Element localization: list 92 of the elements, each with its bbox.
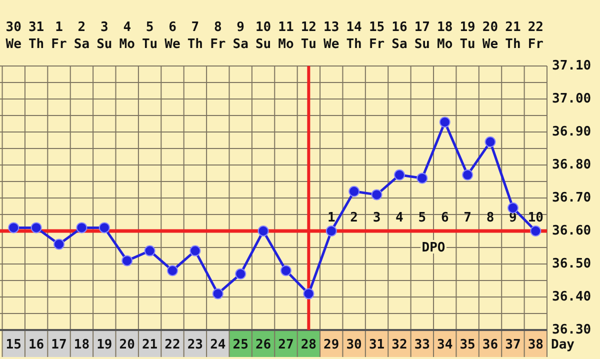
text: 13 We	[324, 20, 340, 52]
x-tick-label: 16	[28, 338, 44, 352]
x-tick-label: 36	[482, 338, 498, 352]
point	[371, 189, 382, 200]
text: 30 We	[6, 20, 22, 52]
x-tick-label: 35	[460, 338, 476, 352]
x-tick-label: 32	[392, 338, 408, 352]
point	[484, 136, 496, 148]
point	[30, 222, 42, 234]
annotation: 10	[528, 210, 544, 226]
x-tick-label: 30	[346, 338, 362, 352]
text: 1 Fr	[51, 20, 68, 52]
x-axis-title: Day	[551, 338, 575, 352]
annotation: 2	[350, 210, 358, 226]
text: 15 Fr	[368, 20, 385, 52]
text: 2 Sa	[74, 20, 90, 52]
text: 7 Th	[187, 20, 204, 52]
x-tick-label: 28	[300, 338, 317, 352]
point	[303, 288, 314, 300]
point	[167, 265, 178, 276]
text: 16 Sa	[392, 20, 408, 52]
text: 17 Su	[414, 20, 430, 52]
text: 11 Mo	[278, 20, 294, 52]
point	[235, 268, 246, 280]
text: 8 Fr	[210, 20, 226, 52]
y-tick-label: 37.00	[552, 92, 592, 106]
text: 3 Su	[96, 20, 112, 52]
x-tick-label: 27	[278, 338, 294, 352]
x-tick-label: 23	[187, 338, 204, 352]
point	[416, 172, 428, 184]
point	[348, 186, 360, 197]
x-tick-label: 29	[324, 338, 340, 352]
x-tick-label: 34	[437, 338, 453, 352]
point	[439, 116, 450, 128]
annotation: 3	[372, 210, 381, 226]
x-tick-label: 25	[232, 338, 248, 352]
annotation: 6	[440, 210, 449, 226]
x-tick-label: 26	[255, 338, 272, 352]
point	[144, 245, 156, 256]
text: 9 Sa	[232, 20, 249, 52]
point	[530, 226, 542, 236]
annotation: 7	[464, 210, 472, 226]
point	[280, 265, 292, 276]
point	[212, 288, 224, 300]
y-tick-label: 37.10	[552, 58, 592, 74]
x-tick-label: 15	[6, 338, 22, 352]
text: 4 Mo	[119, 20, 136, 52]
text: 14 Th	[346, 20, 362, 52]
text: 10 Su	[255, 20, 272, 52]
x-tick-label: 19	[96, 338, 112, 352]
point	[122, 255, 133, 266]
point	[462, 169, 474, 180]
annotation: 1	[327, 210, 336, 226]
y-tick-label: 36.90	[552, 124, 592, 140]
text: 6 We	[164, 20, 180, 52]
x-tick-label: 33	[414, 338, 430, 352]
x-tick-label: 20	[119, 338, 136, 352]
annotation: 4	[396, 210, 404, 226]
text: 12 Tu	[300, 20, 317, 52]
annotation: 5	[418, 210, 426, 226]
text: 19 Tu	[460, 20, 476, 52]
point	[98, 222, 110, 234]
x-tick-label: 17	[51, 338, 67, 352]
text: 21 Th	[505, 20, 521, 52]
annotation: 8	[486, 210, 494, 226]
point	[54, 238, 65, 250]
text: 5 Tu	[142, 20, 158, 52]
point	[258, 226, 269, 236]
y-tick-label: 36.50	[552, 256, 592, 272]
point	[326, 226, 337, 236]
x-tick-label: 38	[528, 338, 544, 352]
x-tick-label: 22	[164, 338, 180, 352]
point	[8, 222, 20, 234]
y-tick-label: 36.60	[552, 224, 592, 238]
annotation: DPO	[422, 240, 446, 256]
x-tick-label: 24	[210, 338, 226, 352]
x-tick-label: 21	[142, 338, 158, 352]
point	[507, 202, 518, 214]
y-tick-label: 36.80	[552, 158, 592, 172]
y-tick-label: 36.30	[552, 322, 592, 338]
text: 22 Fr	[528, 20, 544, 52]
point	[190, 245, 201, 256]
x-tick-label: 31	[368, 338, 385, 352]
y-tick-label: 36.40	[552, 290, 592, 304]
x-tick-label: 37	[505, 338, 521, 352]
point	[76, 222, 88, 234]
text: 18 Mo	[437, 20, 453, 52]
text: 20 We	[482, 20, 498, 52]
x-tick-label: 18	[74, 338, 90, 352]
text: 31 Th	[28, 20, 44, 52]
y-tick-label: 36.70	[552, 190, 592, 206]
point	[394, 169, 405, 180]
